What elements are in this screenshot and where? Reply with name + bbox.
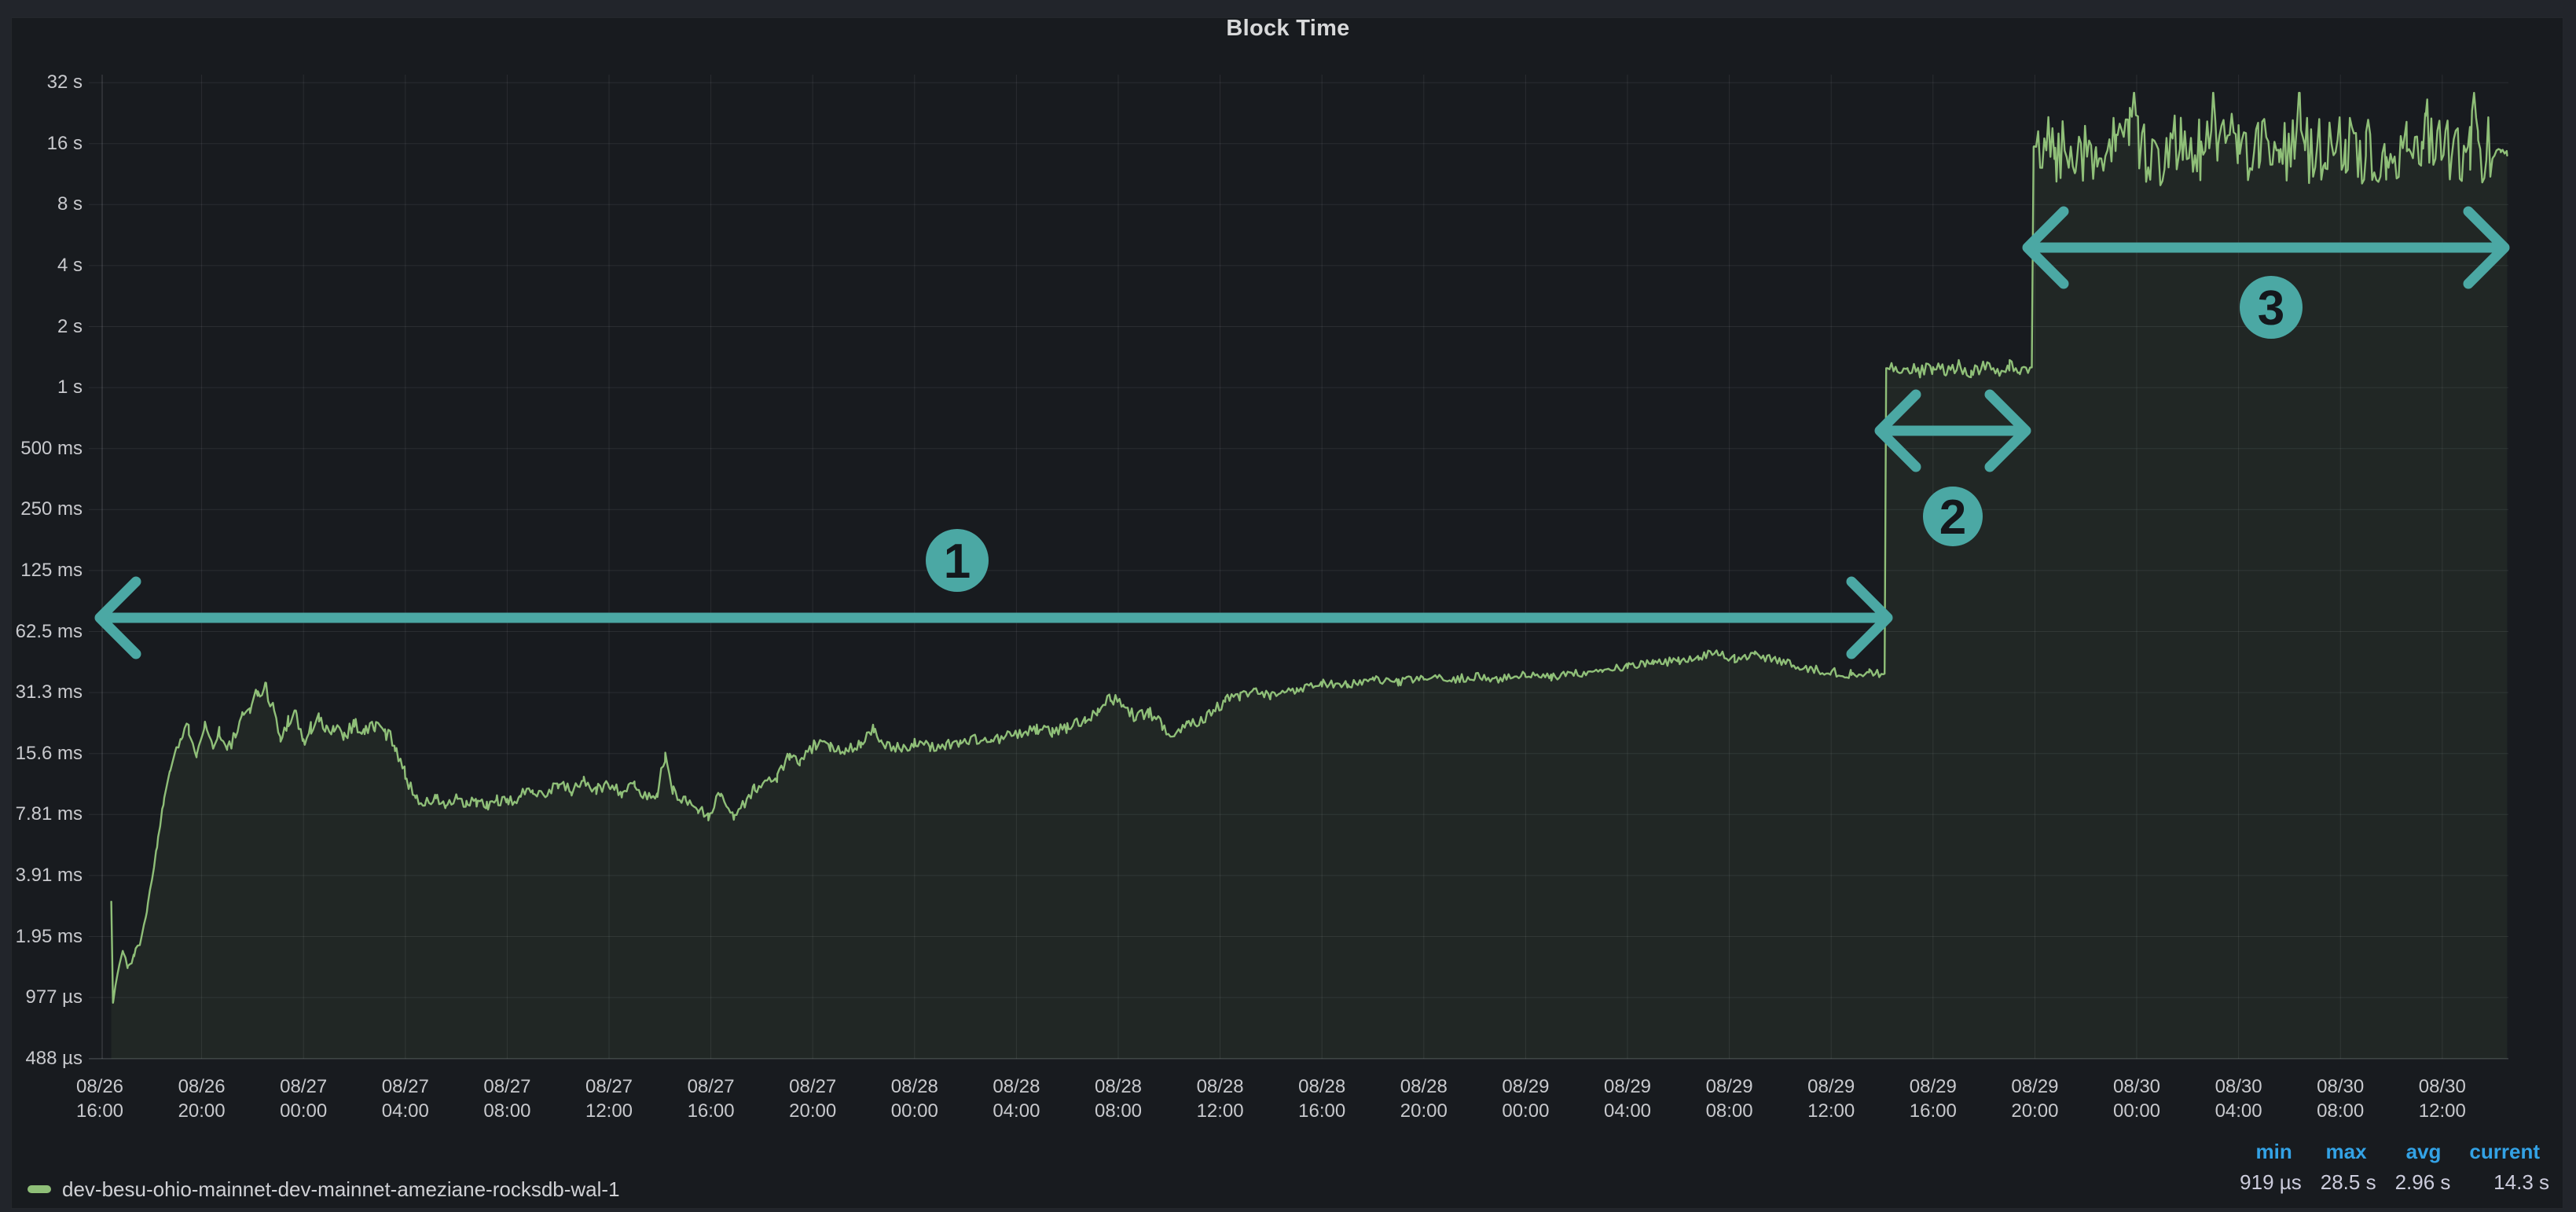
y-tick-label: 16 s (46, 132, 83, 154)
y-tick-label: 125 ms (20, 559, 83, 581)
x-tick-label: 08/28 04:00 (993, 1076, 1040, 1122)
stat-header-max[interactable]: max (2325, 1140, 2367, 1163)
x-tick-label: 08/27 16:00 (687, 1076, 735, 1122)
x-tick-label: 08/29 00:00 (1502, 1076, 1550, 1122)
x-tick-label: 08/27 00:00 (280, 1076, 328, 1122)
y-tick-label: 7.81 ms (15, 803, 83, 825)
x-tick-label: 08/29 04:00 (1603, 1076, 1652, 1122)
stat-value-min: 919 µs (2240, 1170, 2302, 1194)
x-tick-label: 08/27 12:00 (585, 1076, 633, 1122)
y-tick-label: 3.91 ms (15, 864, 83, 886)
x-tick-label: 08/28 08:00 (1094, 1076, 1143, 1122)
x-tick-label: 08/30 00:00 (2112, 1076, 2161, 1122)
y-tick-label: 4 s (57, 254, 83, 276)
x-tick-label: 08/30 08:00 (2317, 1076, 2365, 1122)
stat-value-avg: 2.96 s (2394, 1170, 2451, 1194)
x-tick-label: 08/29 20:00 (2011, 1076, 2059, 1122)
stat-value-max: 28.5 s (2320, 1170, 2376, 1194)
y-tick-label: 15.6 ms (15, 742, 83, 764)
stat-header-current[interactable]: current (2469, 1140, 2540, 1163)
x-tick-label: 08/26 16:00 (75, 1076, 124, 1122)
y-tick-label: 500 ms (20, 437, 83, 459)
y-tick-label: 2 s (57, 315, 83, 337)
x-tick-label: 08/29 12:00 (1807, 1076, 1855, 1122)
y-tick-label: 1.95 ms (15, 925, 83, 947)
graph-panel (11, 17, 2563, 1209)
y-tick-label: 488 µs (25, 1047, 83, 1069)
panel-title[interactable]: Block Time (1226, 16, 1350, 41)
y-tick-label: 250 ms (20, 498, 83, 520)
y-tick-label: 31.3 ms (15, 681, 83, 703)
y-tick-label: 32 s (46, 72, 83, 94)
y-tick-label: 1 s (57, 376, 83, 398)
legend-stats: min max avg current 919 µs 28.5 s 2.96 s… (2240, 1140, 2549, 1195)
stat-header-avg[interactable]: avg (2405, 1140, 2442, 1163)
x-tick-label: 08/30 04:00 (2215, 1076, 2262, 1122)
y-tick-label: 8 s (57, 193, 83, 215)
series-color-swatch[interactable] (28, 1185, 51, 1193)
legend-row: dev-besu-ohio-mainnet-dev-mainnet-amezia… (28, 1177, 620, 1201)
x-tick-label: 08/29 08:00 (1705, 1076, 1753, 1122)
x-tick-label: 08/28 12:00 (1196, 1076, 1244, 1122)
x-tick-label: 08/28 20:00 (1400, 1076, 1448, 1122)
y-tick-label: 977 µs (25, 986, 83, 1008)
x-tick-label: 08/28 16:00 (1298, 1076, 1346, 1122)
x-tick-label: 08/27 08:00 (483, 1076, 531, 1122)
x-tick-label: 08/28 00:00 (890, 1076, 938, 1122)
stat-value-current: 14.3 s (2493, 1170, 2549, 1194)
x-tick-label: 08/30 12:00 (2418, 1076, 2466, 1122)
y-tick-label: 62.5 ms (15, 620, 83, 642)
x-tick-label: 08/26 20:00 (178, 1076, 226, 1122)
x-tick-label: 08/27 04:00 (381, 1076, 429, 1122)
series-legend-label[interactable]: dev-besu-ohio-mainnet-dev-mainnet-amezia… (62, 1177, 620, 1201)
x-tick-label: 08/29 16:00 (1909, 1076, 1957, 1122)
x-tick-label: 08/27 20:00 (789, 1076, 837, 1122)
stat-header-min[interactable]: min (2255, 1140, 2292, 1163)
